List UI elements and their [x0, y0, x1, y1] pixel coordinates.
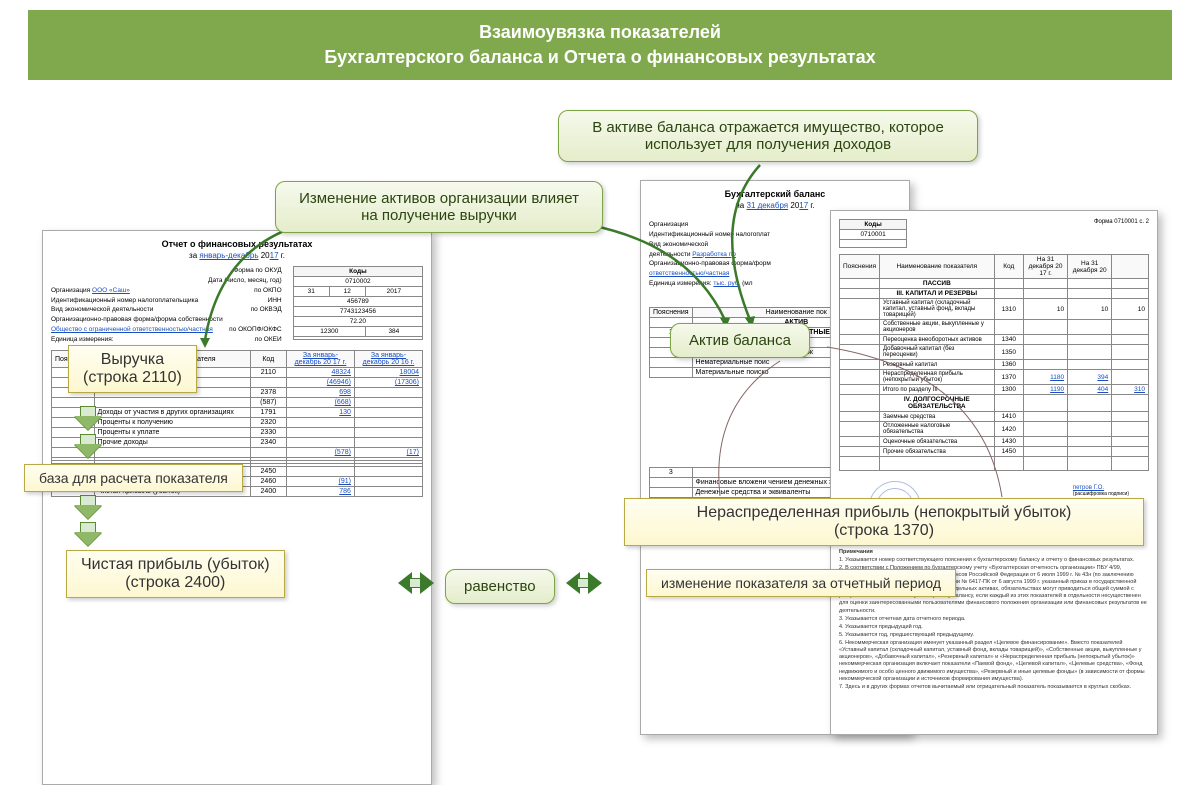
doc-left-title: Отчет о финансовых результатах — [51, 239, 423, 249]
table-row: Собственные акции, выкупленные у акционе… — [840, 320, 1149, 335]
table-row: Прочие обязательства1450 — [840, 447, 1149, 457]
note-line: 4. Указывается предыдущий год. — [839, 624, 1149, 631]
label-base: база для расчета показателя — [24, 464, 243, 492]
arrow-bidirectional-icon — [398, 572, 434, 594]
arrow-bidirectional-icon — [566, 572, 602, 594]
table-row: Отложенные налоговые обязательства1420 — [840, 422, 1149, 437]
table-row: Прочие доходы2340 — [52, 438, 423, 448]
codes-table-left: Коды 0710002 31122017 456789 7743123456 … — [293, 266, 423, 340]
note-line: 6. Некоммерческая организация именует ук… — [839, 640, 1149, 683]
doc-left-meta: Форма по ОКУД Дата (число, месяц, год) О… — [51, 266, 282, 344]
callout-asset-balance: Актив баланса — [670, 323, 810, 358]
table-row: Добавочный капитал (без переоценки)1350 — [840, 345, 1149, 360]
table-row: Оценочные обязательства1430 — [840, 437, 1149, 447]
callout-asset-reflects: В активе баланса отражается имущество, к… — [558, 110, 978, 162]
note-line: 3. Указывается отчетная дата отчетного п… — [839, 616, 1149, 623]
callout-equality: равенство — [445, 569, 555, 604]
note-line: 1. Указывается номер соответствующего по… — [839, 557, 1149, 564]
doc-mid-date: на 31 декабря 2017 г. — [649, 201, 901, 210]
label-period-change: изменение показателя за отчетный период — [646, 569, 956, 597]
table-row: Проценты к уплате2330 — [52, 428, 423, 438]
balance-sheet-page2: Коды 0710001 Форма 0710001 с. 2 Пояснени… — [830, 210, 1158, 735]
note-line: 7. Здесь и в других формах отчетов вычит… — [839, 684, 1149, 691]
table-row: Итого по разделу III13001190404310 — [840, 385, 1149, 395]
table-row: Заемные средства1410 — [840, 412, 1149, 422]
balance-passive-table: Пояснения Наименование показателя Код На… — [839, 254, 1149, 471]
note-line: 5. Указывается год, предшествующий преды… — [839, 632, 1149, 639]
page-title: Взаимоувязка показателей Бухгалтерского … — [28, 10, 1172, 80]
table-row: Резервный капитал1360 — [840, 360, 1149, 370]
codes-table-right: Коды 0710001 — [839, 219, 907, 248]
label-retained: Нераспределенная прибыль (непокрытый убы… — [624, 498, 1144, 546]
diagram-canvas: Отчет о финансовых результатах за январь… — [0, 80, 1200, 760]
doc-left-period: за январь-декабрь 2017 г. — [51, 251, 423, 260]
label-net-profit: Чистая прибыль (убыток) (строка 2400) — [66, 550, 285, 598]
table-row: (578)(17) — [52, 448, 423, 458]
table-row: Доходы от участия в других организациях1… — [52, 408, 423, 418]
title-line1: Взаимоувязка показателей — [48, 20, 1152, 45]
form-header: Форма 0710001 с. 2 — [1094, 219, 1149, 225]
table-row: Переоценка внеоборотных активов1340 — [840, 335, 1149, 345]
callout-asset-change: Изменение активов организации влияет на … — [275, 181, 603, 233]
table-row: Проценты к получению2320 — [52, 418, 423, 428]
table-row: Нераспределенная прибыль (непокрытый убы… — [840, 370, 1149, 385]
title-line2: Бухгалтерского баланса и Отчета о финанс… — [48, 45, 1152, 70]
label-revenue: Выручка (строка 2110) — [68, 345, 197, 393]
doc-mid-title: Бухгалтерский баланс — [649, 189, 901, 199]
table-row: Уставный капитал (складочный капитал, ус… — [840, 299, 1149, 320]
table-row: (587)(668) — [52, 398, 423, 408]
